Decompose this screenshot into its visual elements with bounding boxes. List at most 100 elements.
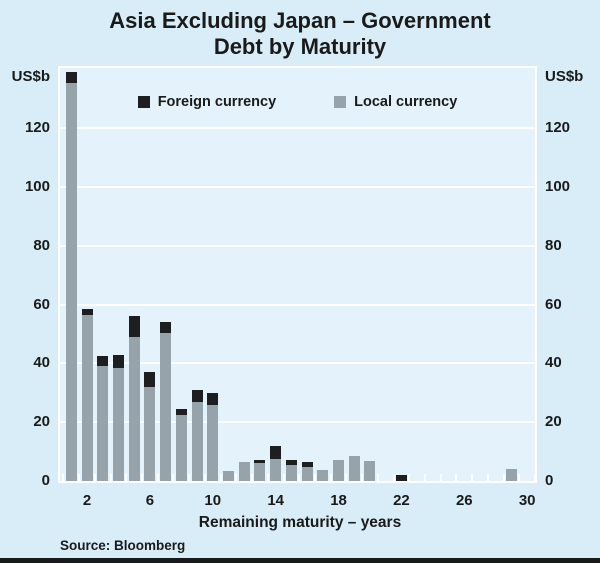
x-tick-mark bbox=[266, 474, 269, 481]
bar-maturity-1 bbox=[65, 72, 77, 481]
x-tick-mark bbox=[282, 474, 285, 481]
y-tick-label-left-100: 100 bbox=[24, 178, 50, 195]
bar-maturity-22 bbox=[395, 475, 407, 481]
plot-area: Foreign currency Local currency bbox=[58, 66, 537, 483]
bar-segment-local bbox=[160, 332, 172, 481]
gridline-40 bbox=[60, 362, 535, 365]
legend-item-foreign: Foreign currency bbox=[137, 94, 276, 110]
bar-segment-foreign bbox=[270, 445, 282, 459]
bar-maturity-16 bbox=[301, 462, 313, 481]
bar-segment-local bbox=[254, 463, 266, 481]
x-tick-mark bbox=[109, 474, 112, 481]
x-tick-mark bbox=[298, 474, 301, 481]
bar-segment-foreign bbox=[160, 322, 172, 333]
x-tick-mark bbox=[62, 474, 65, 481]
bottom-rule bbox=[0, 558, 600, 563]
y-tick-label-right-20: 20 bbox=[545, 413, 562, 431]
bar-segment-foreign bbox=[97, 356, 109, 367]
bar-segment-foreign bbox=[81, 309, 93, 315]
y-tick-label-right-100: 100 bbox=[545, 178, 571, 195]
bar-maturity-12 bbox=[238, 461, 250, 481]
bar-segment-local bbox=[301, 466, 313, 481]
x-tick-label-22: 22 bbox=[393, 492, 410, 509]
bar-maturity-15 bbox=[285, 460, 297, 481]
x-tick-mark bbox=[125, 474, 128, 481]
bar-segment-foreign bbox=[207, 392, 219, 405]
bar-segment-foreign bbox=[191, 389, 203, 402]
source-note: Source: Bloomberg bbox=[60, 538, 186, 553]
x-tick-label-2: 2 bbox=[82, 492, 92, 509]
y-tick-label-right-60: 60 bbox=[545, 295, 562, 313]
x-tick-label-26: 26 bbox=[455, 492, 473, 509]
x-tick-mark bbox=[329, 474, 332, 481]
x-tick-mark bbox=[534, 474, 537, 481]
bar-segment-local bbox=[333, 460, 345, 481]
x-axis-title: Remaining maturity – years bbox=[198, 514, 402, 531]
bar-segment-local bbox=[364, 461, 376, 481]
x-tick-mark bbox=[141, 474, 144, 481]
bar-maturity-29 bbox=[505, 469, 517, 481]
x-tick-label-14: 14 bbox=[267, 492, 284, 509]
bar-maturity-5 bbox=[128, 316, 140, 481]
x-tick-mark bbox=[392, 474, 395, 481]
y-tick-label-right-40: 40 bbox=[545, 354, 562, 372]
bar-maturity-18 bbox=[333, 460, 345, 481]
y-unit-label-left: US$b bbox=[11, 68, 50, 85]
x-tick-mark bbox=[361, 474, 364, 481]
x-tick-mark bbox=[251, 474, 254, 481]
chart-title-line2: Debt by Maturity bbox=[213, 34, 387, 59]
bar-maturity-6 bbox=[144, 372, 156, 481]
bar-maturity-11 bbox=[223, 470, 234, 481]
bar-maturity-14 bbox=[270, 445, 282, 481]
legend-item-local: Local currency bbox=[334, 94, 457, 110]
x-tick-mark bbox=[93, 474, 96, 481]
bar-segment-foreign bbox=[128, 316, 140, 337]
bar-segment-foreign bbox=[285, 460, 297, 465]
y-tick-label-left-20: 20 bbox=[33, 413, 50, 431]
x-tick-mark bbox=[439, 474, 442, 481]
bar-maturity-7 bbox=[160, 322, 172, 481]
bar-maturity-8 bbox=[175, 408, 187, 481]
y-tick-label-right-80: 80 bbox=[545, 236, 562, 254]
bar-segment-local bbox=[112, 367, 124, 481]
x-tick-mark bbox=[424, 474, 426, 481]
x-tick-mark bbox=[188, 474, 191, 481]
bar-segment-foreign bbox=[301, 462, 313, 467]
x-tick-mark bbox=[471, 474, 474, 481]
bar-segment-local bbox=[144, 386, 156, 481]
gridline-80 bbox=[60, 244, 535, 247]
x-tick-mark bbox=[345, 474, 348, 481]
y-unit-label-right: US$b bbox=[545, 68, 584, 85]
chart-title: Asia Excluding Japan – Government Debt b… bbox=[0, 8, 600, 60]
x-tick-mark bbox=[219, 474, 222, 481]
bar-segment-local bbox=[128, 336, 140, 481]
local-currency-swatch-icon bbox=[334, 96, 347, 108]
x-tick-label-18: 18 bbox=[330, 492, 347, 509]
legend-label-local: Local currency bbox=[354, 94, 458, 110]
bar-segment-local bbox=[348, 456, 360, 481]
gridline-20 bbox=[60, 421, 535, 424]
x-tick-mark bbox=[313, 474, 316, 481]
gridline-120 bbox=[60, 127, 535, 130]
bar-segment-local bbox=[270, 458, 282, 481]
y-tick-label-left-0: 0 bbox=[41, 472, 50, 489]
bar-segment-local bbox=[505, 469, 517, 481]
y-tick-label-left-60: 60 bbox=[33, 295, 50, 313]
bar-segment-local bbox=[175, 414, 187, 481]
x-tick-mark bbox=[455, 474, 458, 481]
y-tick-label-right-0: 0 bbox=[545, 472, 554, 489]
x-tick-mark bbox=[486, 474, 489, 481]
bar-segment-local bbox=[207, 404, 219, 481]
gridline-100 bbox=[60, 186, 535, 188]
x-tick-label-6: 6 bbox=[145, 492, 155, 509]
bar-maturity-10 bbox=[207, 392, 219, 481]
y-tick-label-left-120: 120 bbox=[24, 119, 50, 137]
bar-segment-local bbox=[65, 82, 77, 481]
bar-maturity-9 bbox=[191, 389, 203, 481]
bar-segment-local bbox=[285, 464, 297, 481]
x-tick-mark bbox=[172, 474, 175, 481]
gridline-60 bbox=[60, 303, 535, 306]
bar-maturity-17 bbox=[317, 469, 329, 481]
foreign-currency-swatch-icon bbox=[137, 96, 150, 108]
